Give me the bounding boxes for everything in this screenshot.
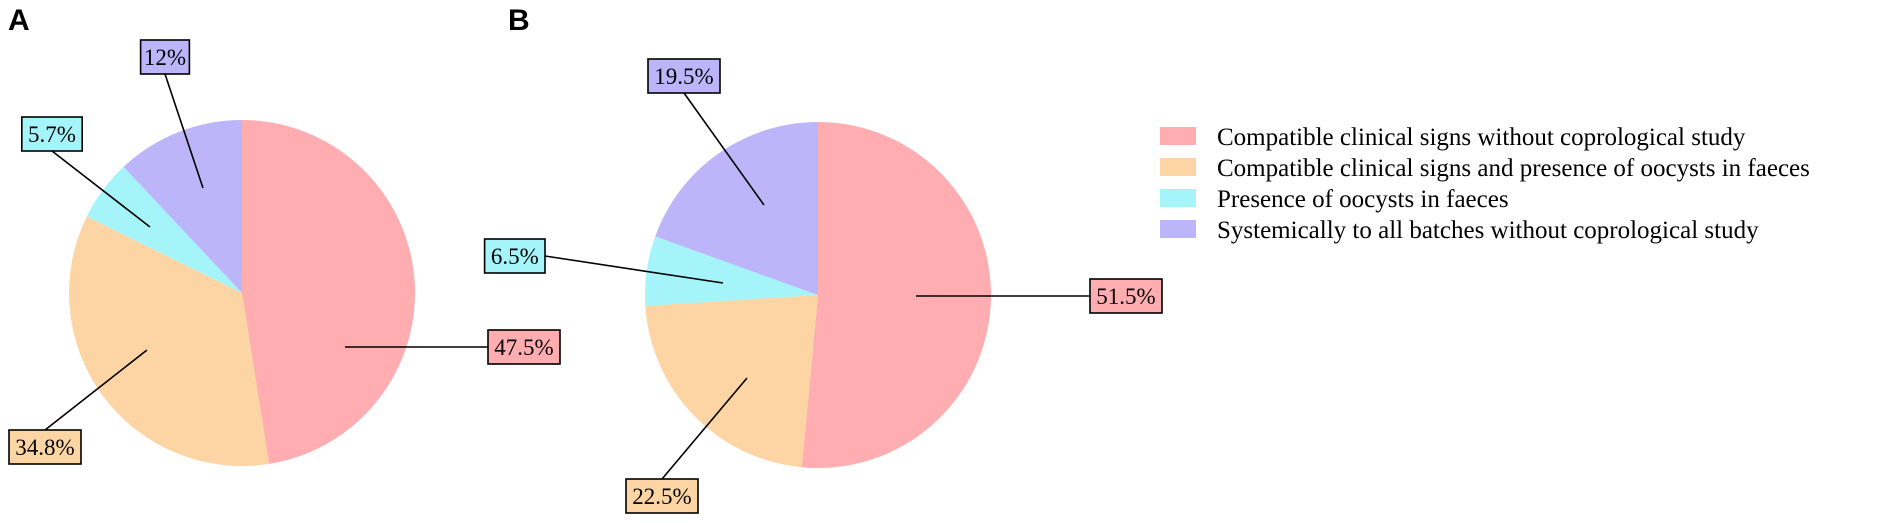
pie-a-slice-1: [68, 216, 270, 466]
pie-a-slice-0: [242, 120, 415, 464]
pie-a-label-box-0: [487, 329, 561, 365]
pie-b-leader-3: [683, 92, 765, 206]
pie-b-label-2: 6.5%: [491, 244, 539, 269]
panel-label-b: B: [508, 4, 530, 37]
pie-a-label-3: 12%: [144, 45, 186, 70]
pie-b-slice-3: [655, 122, 818, 295]
pie-b-leader-1: [661, 377, 748, 480]
pie-b-label-box-2: [483, 238, 546, 274]
pie-a-slice-3: [123, 120, 242, 293]
pie-a-label-box-1: [8, 429, 82, 465]
legend-entry-1: Compatible clinical signs and presence o…: [1217, 155, 1810, 182]
pie-b-slice-2: [644, 236, 818, 306]
pie-a-leader-2: [51, 150, 151, 228]
legend-swatch-3: [1160, 220, 1196, 238]
pie-b-slice-0: [801, 121, 992, 468]
legend-entry-2: Presence of oocysts in faeces: [1217, 186, 1509, 213]
legend-swatch-0: [1160, 127, 1196, 145]
pie-a-label-box-2: [20, 116, 84, 152]
pie-b-slice-1: [645, 295, 818, 468]
legend-swatch-2: [1160, 189, 1196, 207]
legend-swatch-1: [1160, 158, 1196, 176]
panel-label-a: A: [8, 4, 30, 37]
pie-b-leader-2: [544, 255, 724, 284]
pie-a-leader-3: [164, 73, 204, 189]
legend-entry-0: Compatible clinical signs without coprol…: [1217, 124, 1746, 151]
pie-b-label-box-3: [647, 58, 721, 94]
pie-chart-b: 51.5% 22.5% 6.5% 19.5%: [483, 58, 1163, 514]
pie-a-label-2: 5.7%: [28, 122, 76, 147]
pie-chart-a: 47.5% 34.8% 5.7% 12%: [8, 39, 561, 466]
pie-a-label-0: 47.5%: [494, 335, 553, 360]
pie-a-label-1: 34.8%: [15, 435, 74, 460]
pie-a-leader-1: [44, 349, 148, 431]
pie-b-label-box-0: [1089, 278, 1163, 314]
pie-a-slice-2: [86, 166, 242, 293]
legend-entry-3: Systemically to all batches without copr…: [1217, 217, 1759, 244]
legend: Compatible clinical signs without coprol…: [1160, 124, 1810, 244]
pie-b-label-box-1: [625, 478, 699, 514]
pie-b-label-3: 19.5%: [654, 64, 713, 89]
pie-b-label-0: 51.5%: [1096, 284, 1155, 309]
pie-a-label-box-3: [139, 39, 191, 75]
pie-b-label-1: 22.5%: [632, 484, 691, 509]
